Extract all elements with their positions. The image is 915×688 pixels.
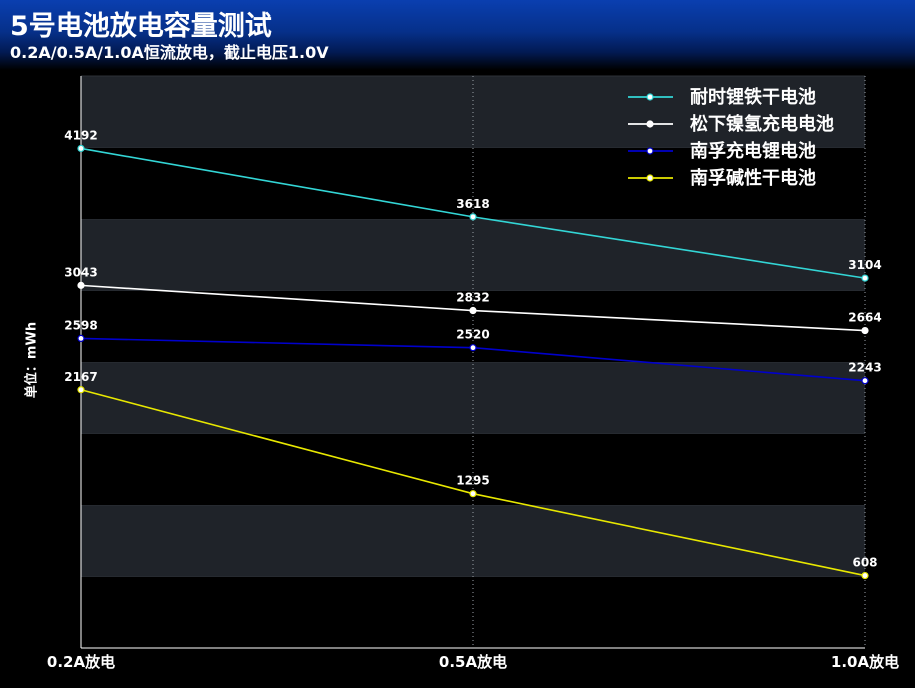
grid-band <box>81 76 865 148</box>
data-label: 2598 <box>64 318 97 332</box>
data-point <box>469 306 477 315</box>
data-point <box>861 326 869 335</box>
chart-title: 5号电池放电容量测试 <box>10 11 272 42</box>
data-label: 2167 <box>64 370 97 384</box>
data-labels-group: 4192 3618 3104 3043 2832 2664 2598 2520 2243 2167… <box>64 128 881 569</box>
data-label: 2664 <box>848 311 881 325</box>
data-point <box>861 377 869 385</box>
data-label: 4192 <box>64 128 97 142</box>
data-point <box>77 281 85 289</box>
series-group <box>77 144 869 580</box>
grid-band <box>81 147 865 219</box>
x-tick-label: 0.2A放电 <box>47 653 115 671</box>
axes <box>80 76 865 649</box>
data-point <box>861 571 869 580</box>
data-label: 1295 <box>456 474 489 488</box>
x-tick-labels: 0.2A放电 0.5A放电 1.0A放电 <box>47 653 899 671</box>
data-label: 2520 <box>456 328 489 342</box>
data-point <box>469 213 477 221</box>
legend-marker <box>646 147 654 155</box>
data-point <box>77 144 85 153</box>
data-label: 2243 <box>848 361 881 375</box>
data-point <box>77 386 85 394</box>
vertical-gridlines <box>472 76 866 648</box>
x-tick-label: 1.0A放电 <box>831 653 899 671</box>
grid-band <box>81 219 865 291</box>
legend-marker <box>646 93 654 101</box>
legend-label: 松下镍氢充电电池 <box>690 113 834 135</box>
data-label: 608 <box>852 556 877 570</box>
data-label: 2832 <box>456 291 489 305</box>
data-point <box>77 334 85 343</box>
data-point <box>469 490 477 498</box>
header-banner: 5号电池放电容量测试 0.2A/0.5A/1.0A恒流放电，截止电压1.0V <box>0 0 915 70</box>
legend-marker <box>646 120 654 128</box>
legend-label: 南孚充电锂电池 <box>690 140 816 162</box>
x-tick-label: 0.5A放电 <box>439 653 507 671</box>
chart-subtitle: 0.2A/0.5A/1.0A恒流放电，截止电压1.0V <box>10 43 329 62</box>
data-point <box>469 344 477 352</box>
legend-marker <box>646 174 654 182</box>
legend-label: 南孚碱性干电池 <box>690 167 816 189</box>
data-label: 3104 <box>848 258 881 272</box>
data-label: 3618 <box>456 197 489 211</box>
grid-band <box>81 362 865 434</box>
data-point <box>861 274 869 282</box>
data-label: 3043 <box>64 265 97 279</box>
legend-label: 耐时锂铁干电池 <box>690 86 816 108</box>
